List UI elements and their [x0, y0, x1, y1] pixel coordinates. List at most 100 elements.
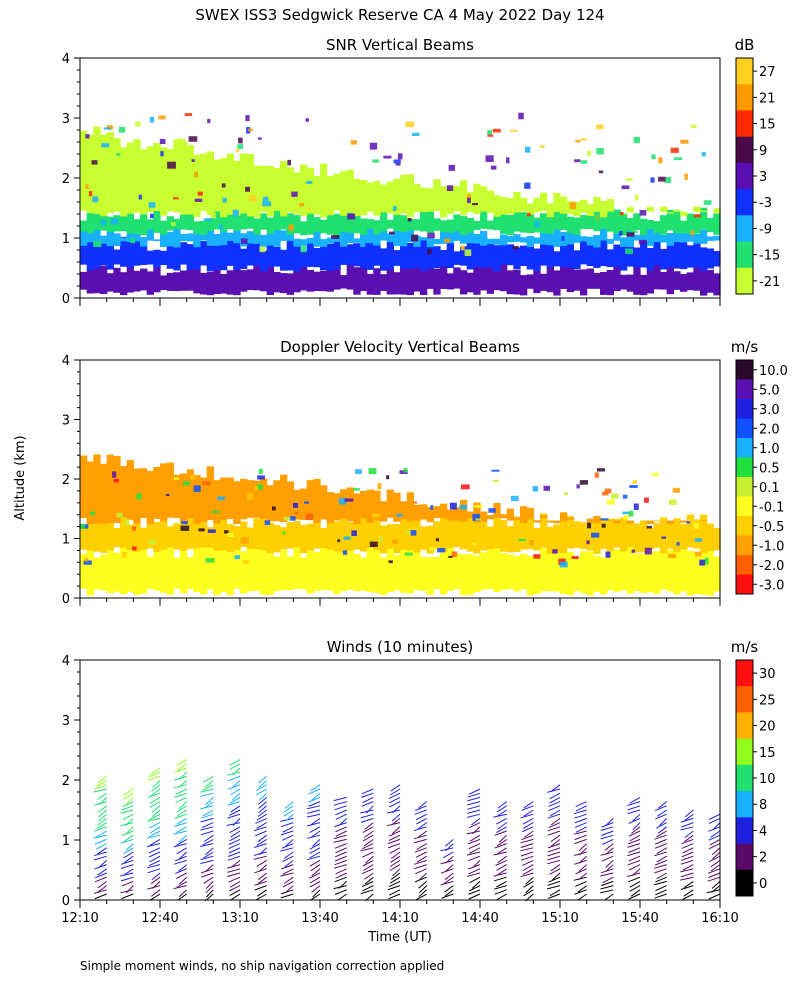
figure-title: SWEX ISS3 Sedgwick Reserve CA 4 May 2022…	[195, 6, 604, 24]
wind-barb	[522, 817, 534, 825]
heatmap-cell	[113, 138, 121, 212]
heatmap-cell	[586, 522, 594, 551]
wind-barb	[600, 889, 614, 894]
wind-barb	[496, 817, 507, 825]
wind-barb	[334, 855, 347, 862]
wind-barb	[311, 885, 321, 893]
wind-barb	[574, 838, 587, 845]
colorbar-swatch	[736, 457, 753, 478]
wind-barb	[467, 805, 481, 810]
heatmap-speckle	[606, 499, 615, 505]
heatmap-cell	[533, 237, 541, 244]
colorbar-swatch	[736, 660, 753, 687]
wind-barb	[365, 855, 374, 864]
heatmap-cell	[166, 547, 174, 595]
heatmap-cell	[153, 550, 161, 591]
heatmap-speckle	[124, 519, 130, 525]
wind-barb	[257, 889, 267, 897]
heatmap-speckle	[461, 484, 470, 490]
heatmap-speckle	[571, 556, 579, 559]
wind-barb	[338, 881, 348, 889]
wind-barb	[628, 838, 641, 845]
wind-barb	[229, 788, 241, 796]
wind-barb	[364, 872, 374, 880]
heatmap-cell	[526, 235, 534, 247]
heatmap-cell	[120, 210, 128, 232]
heatmap-cell	[246, 231, 254, 244]
heatmap-cell	[706, 548, 714, 596]
wind-barb	[600, 826, 614, 831]
heatmap-cell	[473, 264, 481, 295]
wind-barb	[362, 859, 374, 867]
heatmap-cell	[546, 553, 554, 592]
heatmap-cell	[133, 546, 141, 595]
heatmap-speckle	[160, 151, 164, 157]
heatmap-cell	[520, 245, 528, 266]
heatmap-cell	[706, 248, 714, 269]
heatmap-speckle	[339, 493, 348, 497]
wind-barb	[550, 839, 561, 847]
heatmap-cell	[206, 527, 214, 548]
heatmap-cell	[460, 180, 468, 216]
wind-barb	[498, 834, 508, 843]
heatmap-speckle	[591, 532, 600, 538]
heatmap-cell	[253, 264, 261, 291]
wind-barb	[150, 826, 161, 834]
heatmap-cell	[180, 242, 188, 265]
heatmap-cell	[240, 210, 248, 230]
heatmap-speckle	[83, 560, 92, 565]
wind-barb	[335, 813, 347, 820]
heatmap-cell	[426, 237, 434, 248]
heatmap-cell	[426, 207, 434, 233]
heatmap-cell	[373, 490, 381, 521]
heatmap-cell	[426, 188, 434, 212]
heatmap-cell	[240, 153, 248, 214]
colorbar-label: 1.0	[759, 442, 780, 457]
wind-barb	[200, 813, 214, 819]
wind-barb	[361, 843, 374, 850]
wind-barb	[655, 876, 667, 883]
heatmap-cell	[560, 241, 568, 268]
colorbar-label: 30	[759, 667, 776, 682]
heatmap-speckle	[232, 209, 239, 217]
wind-barb	[364, 830, 374, 838]
heatmap-speckle	[524, 182, 531, 189]
heatmap-cell	[160, 275, 168, 290]
heatmap-speckle	[427, 249, 432, 255]
heatmap-cell	[220, 242, 228, 271]
heatmap-cell	[400, 264, 408, 295]
heatmap-cell	[233, 239, 241, 270]
wind-barb	[312, 839, 321, 847]
wind-barb	[281, 864, 294, 870]
colorbar-frame	[735, 359, 754, 595]
colorbar-swatch	[736, 869, 753, 897]
heatmap-speckle	[342, 550, 348, 555]
wind-barb	[390, 859, 401, 867]
heatmap-cell	[226, 232, 234, 241]
heatmap-cell	[173, 218, 181, 230]
wind-barb	[466, 872, 481, 877]
wind-barb	[413, 834, 427, 840]
wind-barb	[654, 859, 667, 866]
wind-barb	[445, 839, 454, 847]
wind-barb	[282, 868, 294, 875]
wind-barb	[493, 885, 507, 890]
heatmap-cell	[533, 528, 541, 551]
heatmap-cell	[506, 244, 514, 266]
heatmap-speckle	[622, 494, 628, 499]
heatmap-speckle	[403, 468, 408, 473]
wind-barb	[387, 885, 401, 891]
wind-barb	[284, 801, 294, 809]
heatmap-cell	[420, 557, 428, 591]
heatmap-cell	[713, 235, 721, 241]
heatmap-cell	[386, 219, 394, 229]
heatmap-cell	[426, 556, 434, 595]
heatmap-cell	[113, 528, 121, 548]
x-tick-label: 14:10	[381, 911, 418, 926]
wind-barb	[148, 859, 161, 867]
heatmap-cell	[286, 213, 294, 235]
heatmap-cell	[546, 227, 554, 246]
heatmap-speckle	[118, 126, 126, 133]
wind-barb	[601, 822, 614, 828]
wind-barb	[391, 813, 401, 822]
